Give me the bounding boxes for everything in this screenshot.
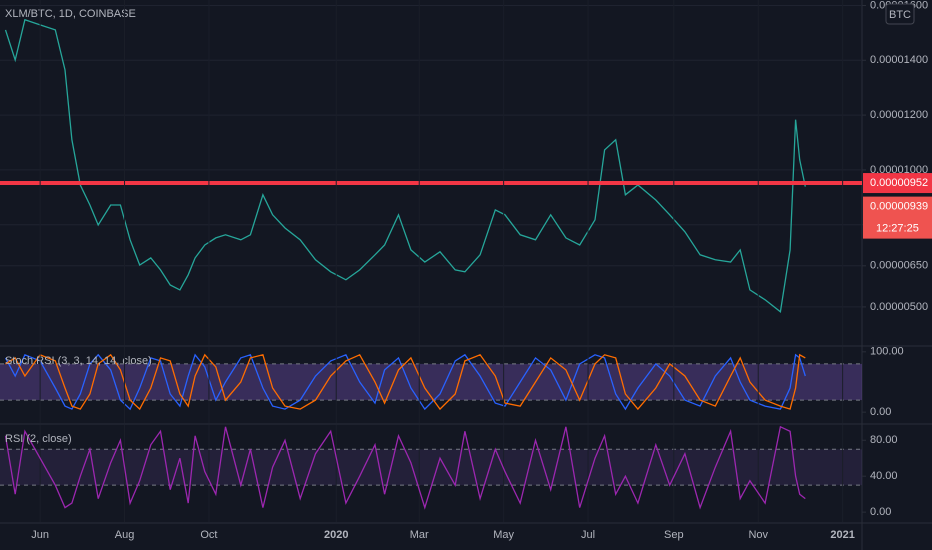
y-tick-label: 0.00000500	[870, 301, 928, 313]
band-fill	[0, 363, 862, 401]
x-tick-label: Mar	[410, 529, 429, 541]
price-line	[4, 425, 806, 510]
y-tick-label: 0.00	[870, 406, 891, 418]
y-tick-label: 0.00000650	[870, 260, 928, 272]
x-tick-label: 2021	[830, 529, 854, 541]
last-price-label: 0.00000939	[870, 201, 928, 213]
countdown: 12:27:25	[876, 223, 919, 235]
price-tag	[863, 173, 932, 194]
y-tick-label: 100.00	[870, 346, 904, 358]
band-fill	[0, 449, 862, 486]
y-tick-label: 80.00	[870, 434, 898, 446]
y-tick-label: 0.00001200	[870, 109, 928, 121]
pane-title: XLM/BTC, 1D, COINBASE	[5, 8, 136, 20]
last-price-tag	[863, 196, 932, 239]
y-tick-label: 40.00	[870, 470, 898, 482]
y-tick-label: 0.00	[870, 506, 891, 518]
x-tick-label: May	[493, 529, 514, 541]
x-tick-label: 2020	[324, 529, 348, 541]
x-tick-label: Sep	[664, 529, 684, 541]
x-tick-label: Jun	[31, 529, 49, 541]
price-tag-label: 0.00000952	[870, 177, 928, 189]
x-tick-label: Jul	[581, 529, 595, 541]
x-tick-label: Oct	[200, 529, 217, 541]
x-tick-label: Aug	[115, 529, 135, 541]
pane-title: Stoch RSI (3, 3, 14, 14, close)	[5, 355, 152, 367]
unit-badge	[885, 3, 915, 25]
x-tick-label: Nov	[748, 529, 768, 541]
series-line	[5, 353, 806, 411]
series-line	[4, 353, 806, 411]
y-tick-label: 0.00001400	[870, 54, 928, 66]
y-tick-label: 0.00001000	[870, 164, 928, 176]
unit-label: BTC	[889, 9, 911, 21]
price-line	[4, 18, 806, 313]
pane-title: RSI (2, close)	[5, 433, 72, 445]
